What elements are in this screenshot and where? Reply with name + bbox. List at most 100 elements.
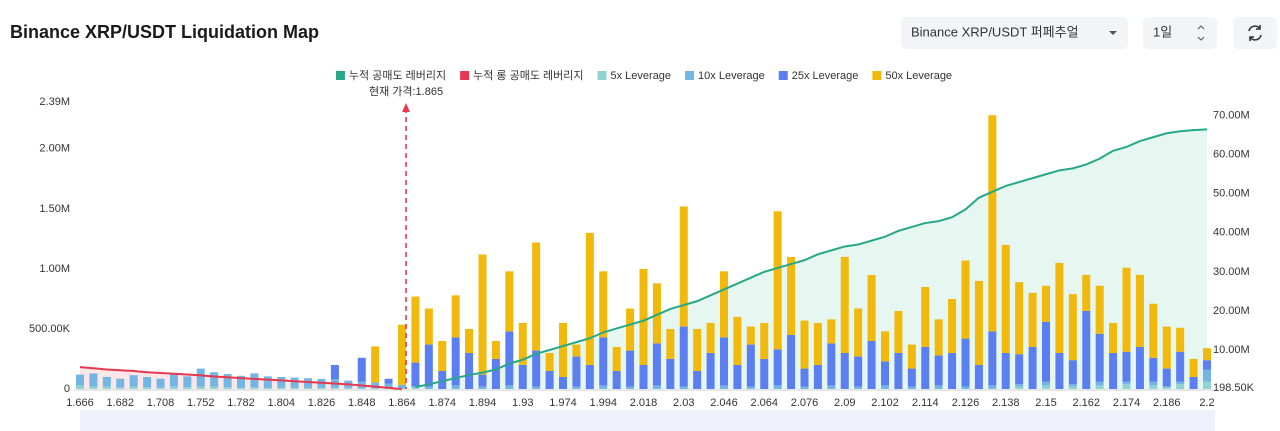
x-tick-label: 2.15: [1035, 397, 1056, 409]
x-tick-label: 1.974: [549, 397, 577, 409]
leverage-bar: [1176, 327, 1185, 352]
y2-tick-label: 10.00M: [1213, 344, 1250, 356]
pair-dropdown-label[interactable]: Binance XRP/USDT 퍼페추얼: [911, 24, 1079, 39]
leverage-bar: [1122, 267, 1131, 352]
legend-label: 25x Leverage: [792, 70, 859, 82]
leverage-bar: [143, 387, 152, 389]
leverage-bar: [626, 308, 635, 351]
leverage-bar: [639, 364, 648, 389]
leverage-bar: [263, 387, 272, 389]
legend-label: 5x Leverage: [611, 70, 672, 82]
leverage-bar: [800, 386, 809, 389]
range-caret: [1197, 25, 1205, 41]
leverage-bar: [1042, 381, 1050, 386]
leverage-bar: [652, 385, 661, 389]
leverage-bar: [357, 388, 366, 389]
leverage-bar: [116, 378, 125, 388]
leverage-bar: [706, 352, 715, 389]
leverage-bar: [478, 386, 487, 389]
leverage-bar: [491, 358, 500, 389]
range-dropdown[interactable]: [1143, 17, 1217, 49]
pair-dropdown[interactable]: [901, 17, 1128, 49]
refresh-button[interactable]: [1233, 17, 1277, 49]
leverage-bar: [827, 319, 836, 344]
leverage-bar: [1068, 386, 1077, 389]
leverage-bar: [867, 274, 876, 341]
leverage-bar: [532, 386, 541, 389]
legend-item[interactable]: 25x Leverage: [778, 70, 859, 82]
leverage-bar: [505, 271, 514, 332]
leverage-bar: [1015, 354, 1024, 385]
leverage-bar: [827, 385, 836, 389]
leverage-bar: [1015, 386, 1024, 389]
leverage-bar: [183, 387, 192, 389]
legend-swatch: [872, 71, 882, 80]
leverage-bar: [773, 349, 782, 386]
current-price-arrow: [402, 103, 411, 112]
zoom-scrollbar[interactable]: [80, 410, 1215, 431]
x-tick-label: 1.826: [308, 397, 336, 409]
leverage-bar: [223, 373, 232, 388]
leverage-bar: [974, 280, 983, 365]
leverage-bar: [1042, 321, 1050, 382]
leverage-bar: [1162, 386, 1171, 389]
legend-item[interactable]: 5x Leverage: [597, 70, 672, 82]
leverage-bar: [827, 343, 836, 386]
range-dropdown-label[interactable]: 1일: [1153, 24, 1172, 39]
leverage-bar: [1068, 294, 1077, 361]
leverage-bar: [881, 331, 889, 362]
leverage-bar: [129, 386, 138, 389]
legend-item[interactable]: 10x Leverage: [685, 70, 765, 82]
leverage-bar: [1149, 381, 1158, 386]
leverage-bar: [559, 322, 567, 377]
leverage-bar: [156, 378, 165, 388]
legend-item[interactable]: 누적 롱 공매도 레버리지: [460, 69, 584, 82]
leverage-bar: [357, 357, 366, 382]
leverage-bar: [102, 376, 111, 387]
leverage-bar: [626, 386, 635, 389]
leverage-bar: [1109, 322, 1118, 353]
leverage-bar: [599, 271, 608, 338]
leverage-bar: [76, 385, 84, 389]
leverage-bar: [813, 322, 822, 365]
leverage-bar: [800, 368, 809, 387]
leverage-bar: [1189, 358, 1198, 377]
leverage-bar: [988, 385, 997, 389]
leverage-bar: [465, 328, 474, 353]
leverage-bar: [518, 322, 527, 365]
leverage-bar: [532, 350, 541, 387]
leverage-bar: [89, 386, 98, 389]
leverage-bar: [559, 376, 567, 389]
leverage-bar: [290, 387, 299, 389]
leverage-bar: [505, 331, 514, 386]
legend-item[interactable]: 50x Leverage: [872, 70, 952, 82]
page-title: Binance XRP/USDT Liquidation Map: [10, 22, 319, 42]
y-tick-label: 0: [64, 383, 70, 395]
leverage-bar: [465, 352, 474, 389]
leverage-bar: [505, 385, 514, 389]
leverage-bar: [143, 376, 152, 388]
leverage-bar: [451, 337, 460, 386]
leverage-bar: [626, 350, 635, 387]
leverage-bar: [1082, 274, 1091, 311]
leverage-bar: [169, 386, 178, 389]
leverage-bar: [988, 331, 997, 386]
x-tick-label: 1.848: [348, 397, 376, 409]
leverage-bar: [102, 386, 111, 389]
leverage-bar: [532, 242, 541, 351]
leverage-bar: [934, 355, 943, 386]
leverage-bar: [371, 382, 380, 389]
leverage-bar: [948, 298, 957, 353]
leverage-bar: [1176, 384, 1185, 389]
legend-item[interactable]: 누적 공매도 레버리지: [335, 69, 446, 82]
leverage-bar: [384, 378, 393, 384]
leverage-bar: [76, 374, 84, 386]
leverage-bar: [451, 295, 460, 338]
leverage-bar: [1149, 385, 1158, 389]
leverage-bar: [720, 337, 728, 386]
y-tick-label: 2.00M: [39, 143, 70, 155]
leverage-bar: [988, 115, 997, 332]
leverage-bar: [854, 356, 863, 387]
leverage-bar: [907, 386, 916, 389]
